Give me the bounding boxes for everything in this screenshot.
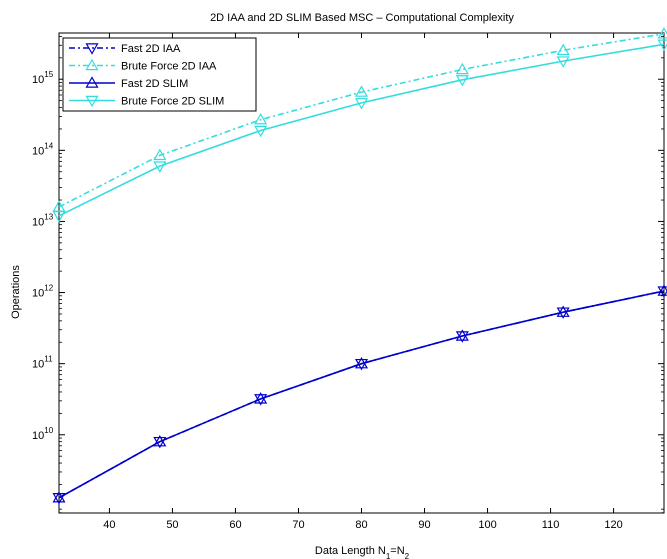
- data-point-marker: [52, 211, 66, 223]
- y-axis: 1010 1011 1012 1013 1014 1015: [32, 36, 664, 514]
- legend-swatch-marker: [85, 76, 99, 88]
- legend-label: Fast 2D SLIM: [121, 78, 188, 90]
- x-tick-label: 40: [103, 519, 115, 531]
- x-tick-label: 90: [418, 519, 430, 531]
- x-axis: 40 50 60 70 80 90 100 110 120: [103, 33, 623, 531]
- legend-swatch-marker: [85, 58, 99, 71]
- x-tick-label: 120: [604, 519, 622, 531]
- x-tick-label: 110: [542, 519, 560, 531]
- data-point-marker: [153, 148, 167, 161]
- y-tick-label: 1013: [32, 212, 54, 228]
- data-point-marker: [52, 493, 66, 505]
- x-tick-label: 80: [355, 519, 367, 531]
- data-point-marker: [354, 85, 369, 97]
- data-point-marker: [254, 125, 268, 138]
- data-point-marker: [254, 112, 268, 125]
- series-line: [58, 33, 665, 208]
- series-1: [52, 27, 667, 212]
- y-tick-label: 1012: [32, 284, 54, 300]
- data-point-marker: [254, 392, 268, 404]
- y-tick-label: 1010: [32, 426, 54, 442]
- data-point-marker: [153, 434, 167, 447]
- data-point-marker: [455, 329, 469, 341]
- series-line: [58, 43, 665, 217]
- x-tick-label: 100: [478, 519, 496, 531]
- y-tick-label: 1011: [32, 355, 53, 371]
- legend-label: Brute Force 2D IAA: [121, 61, 217, 73]
- series-line: [58, 290, 665, 499]
- legend-swatch-marker: [85, 43, 99, 55]
- y-tick-label: 1014: [32, 141, 54, 157]
- legend-label: Fast 2D IAA: [121, 43, 181, 55]
- plot-area: [58, 32, 665, 514]
- data-point-marker: [455, 62, 469, 75]
- chart-title: 2D IAA and 2D SLIM Based MSC – Computati…: [210, 12, 514, 24]
- y-tick-label: 1015: [32, 70, 54, 86]
- data-point-marker: [556, 43, 570, 56]
- series-group: [52, 27, 667, 505]
- legend: Fast 2D IAA Brute Force 2D IAA Fast 2D SLI…: [62, 37, 257, 112]
- data-point-marker: [556, 305, 570, 317]
- x-tick-label: 60: [229, 519, 241, 531]
- data-point-marker: [52, 200, 66, 212]
- data-point-marker: [52, 491, 66, 503]
- x-axis-label: Data Length N1=N2: [315, 545, 410, 559]
- series-2: [52, 284, 667, 503]
- plot-frame: [58, 32, 665, 514]
- y-axis-label: Operations: [10, 265, 22, 319]
- x-tick-label: 70: [292, 519, 304, 531]
- series-3: [52, 39, 667, 223]
- data-point-marker: [455, 75, 469, 87]
- x-tick-label: 50: [166, 519, 178, 531]
- legend-label: Brute Force 2D SLIM: [121, 96, 224, 108]
- data-point-marker: [556, 56, 570, 68]
- data-point-marker: [153, 161, 167, 173]
- legend-box: [62, 37, 257, 112]
- legend-swatch-marker: [85, 95, 99, 108]
- data-point-marker: [354, 98, 369, 110]
- data-point-marker: [354, 356, 369, 369]
